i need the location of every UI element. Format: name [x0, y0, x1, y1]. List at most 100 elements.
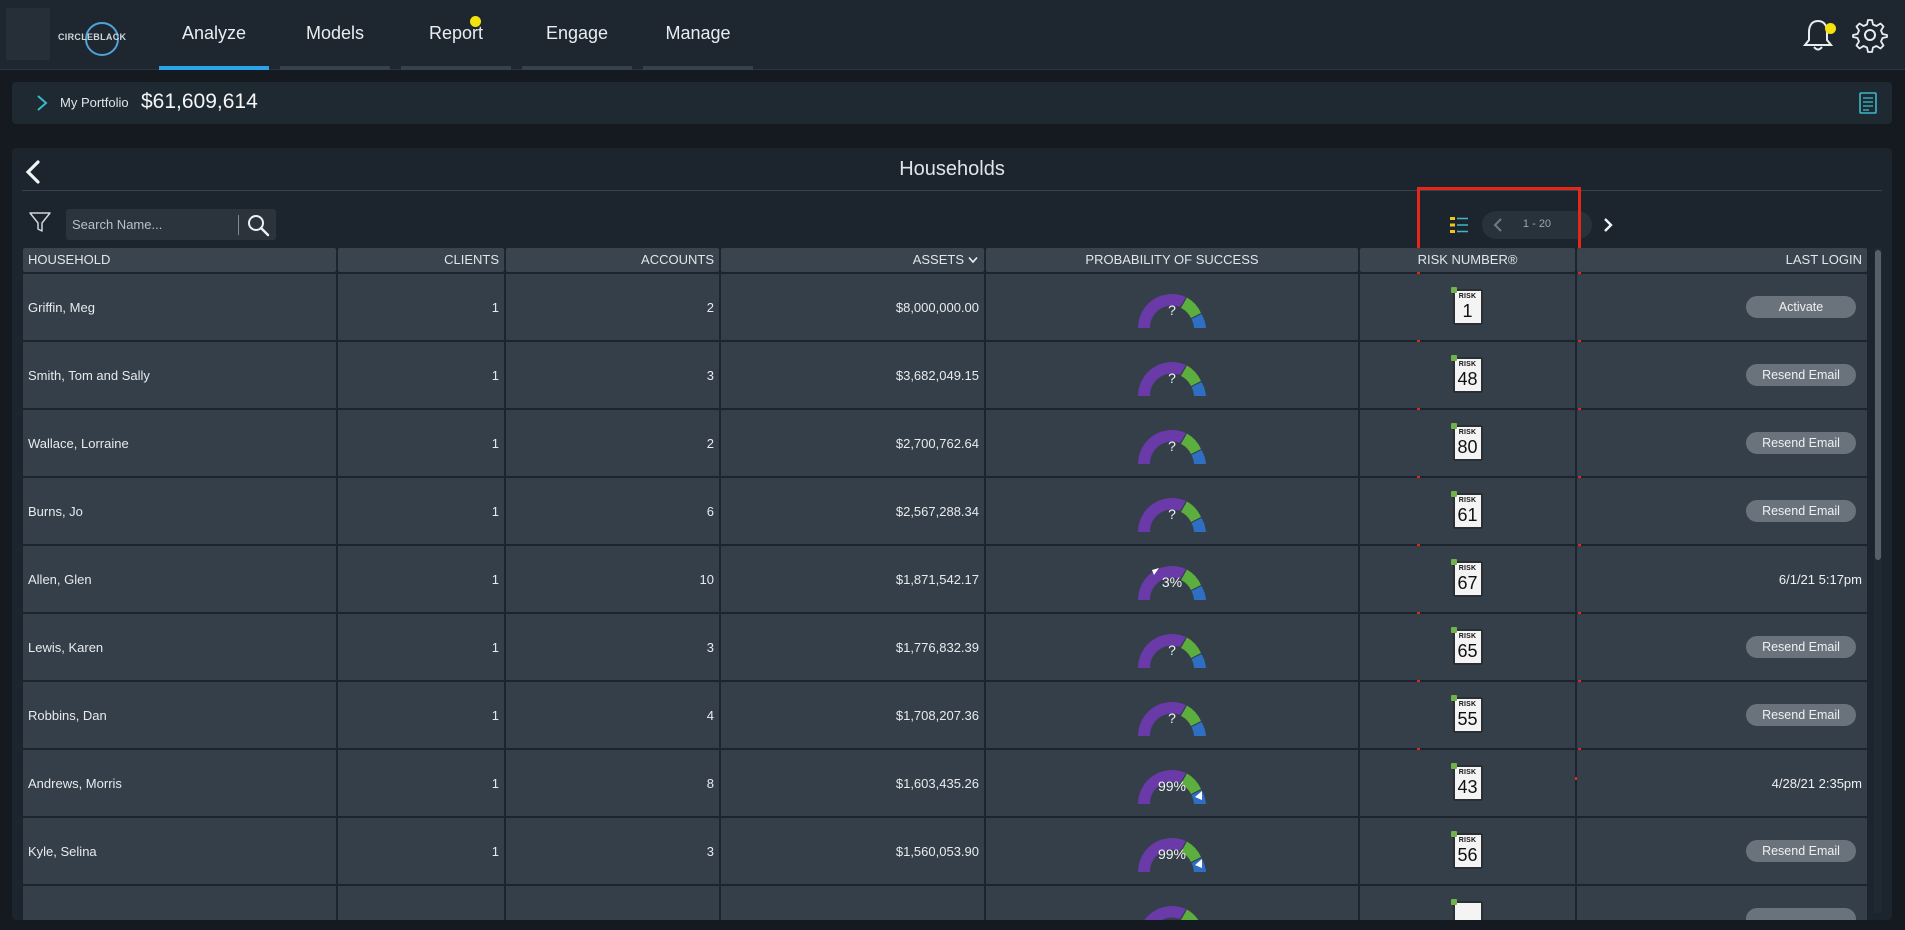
next-page-icon[interactable] — [1600, 216, 1616, 234]
login-action-button[interactable]: Resend Email — [1746, 704, 1856, 726]
household-name[interactable]: Smith, Tom and Sally — [23, 342, 336, 408]
risk-number-badge[interactable]: RISK 55 — [1450, 695, 1483, 733]
top-navigation: CIRCLEBLACK Analyze Models Report Engage… — [0, 0, 1905, 70]
household-name[interactable]: Robbins, Dan — [23, 682, 336, 748]
probability-gauge[interactable]: 3% — [1132, 556, 1212, 602]
table-row[interactable]: Robbins, Dan 1 4 $1,708,207.36 ? RISK 55 — [23, 682, 1880, 748]
table-row[interactable]: Allen, Glen 1 10 $1,871,542.17 3% RISK 6… — [23, 546, 1880, 612]
probability-gauge[interactable]: ? — [1132, 692, 1212, 738]
risk-number-badge[interactable]: RISK 56 — [1450, 831, 1483, 869]
login-action-button[interactable]: Resend Email — [1746, 364, 1856, 386]
probability-value: ? — [1168, 506, 1176, 522]
last-login-cell — [1577, 886, 1867, 920]
column-header-household[interactable]: HOUSEHOLD — [23, 248, 336, 272]
tab-manage[interactable]: Manage — [643, 0, 753, 70]
column-header-accounts[interactable]: ACCOUNTS — [506, 248, 719, 272]
column-header-assets[interactable]: ASSETS — [721, 248, 984, 272]
probability-gauge[interactable]: ? — [1132, 420, 1212, 466]
tab-engage[interactable]: Engage — [522, 0, 632, 70]
household-name[interactable]: Andrews, Morris — [23, 750, 336, 816]
tab-models[interactable]: Models — [280, 0, 390, 70]
table-row[interactable]: Burns, Jo 1 6 $2,567,288.34 ? RISK 61 — [23, 478, 1880, 544]
risk-badge-label: RISK — [1458, 837, 1477, 844]
table-row[interactable]: Andrews, Morris 1 8 $1,603,435.26 99% RI… — [23, 750, 1880, 816]
clients-count: 1 — [338, 614, 504, 680]
table-row[interactable]: Lewis, Karen 1 3 $1,776,832.39 ? RISK 65 — [23, 614, 1880, 680]
household-name[interactable]: Lewis, Karen — [23, 614, 336, 680]
household-name[interactable] — [23, 886, 336, 920]
tab-analyze[interactable]: Analyze — [159, 0, 269, 70]
gear-icon[interactable] — [1852, 17, 1888, 53]
report-document-icon[interactable] — [1858, 91, 1878, 115]
household-name[interactable]: Wallace, Lorraine — [23, 410, 336, 476]
risk-number-badge[interactable]: RISK 1 — [1450, 287, 1483, 325]
login-action-button[interactable]: Resend Email — [1746, 636, 1856, 658]
probability-gauge[interactable]: ? — [1132, 624, 1212, 670]
scrollbar-thumb[interactable] — [1875, 250, 1881, 560]
prev-page-icon[interactable] — [1490, 216, 1506, 234]
login-action-button[interactable]: Resend Email — [1746, 500, 1856, 522]
column-settings-icon[interactable] — [1448, 214, 1470, 236]
assets-value: $1,776,832.39 — [721, 614, 984, 680]
search-icon[interactable] — [246, 213, 270, 237]
assets-value — [721, 886, 984, 920]
risk-number-badge[interactable]: RISK 48 — [1450, 355, 1483, 393]
accounts-count — [506, 886, 719, 920]
accounts-count: 3 — [506, 818, 719, 884]
probability-gauge[interactable]: ? — [1132, 284, 1212, 330]
probability-gauge[interactable]: ? — [1132, 488, 1212, 534]
table-row[interactable]: Griffin, Meg 1 2 $8,000,000.00 ? RISK 1 — [23, 274, 1880, 340]
accounts-count: 2 — [506, 274, 719, 340]
login-action-button[interactable] — [1746, 908, 1856, 920]
bell-icon[interactable] — [1800, 17, 1836, 53]
table-row[interactable] — [23, 886, 1880, 920]
column-header-clients[interactable]: CLIENTS — [338, 248, 504, 272]
probability-cell: 3% — [986, 546, 1358, 612]
probability-gauge[interactable] — [1132, 896, 1212, 920]
clients-count: 1 — [338, 410, 504, 476]
search-input[interactable] — [66, 209, 232, 240]
tab-report[interactable]: Report — [401, 0, 511, 70]
risk-number-badge[interactable]: RISK 80 — [1450, 423, 1483, 461]
risk-badge-label: RISK — [1458, 565, 1477, 572]
vertical-scrollbar[interactable] — [1874, 248, 1882, 913]
probability-gauge[interactable]: ? — [1132, 352, 1212, 398]
risk-number-badge[interactable]: RISK 43 — [1450, 763, 1483, 801]
back-chevron-icon[interactable] — [20, 156, 46, 188]
risk-number-badge[interactable]: RISK 65 — [1450, 627, 1483, 665]
probability-cell: ? — [986, 342, 1358, 408]
household-name[interactable]: Allen, Glen — [23, 546, 336, 612]
probability-gauge[interactable]: 99% — [1132, 828, 1212, 874]
household-name[interactable]: Griffin, Meg — [23, 274, 336, 340]
table-row[interactable]: Kyle, Selina 1 3 $1,560,053.90 99% RISK … — [23, 818, 1880, 884]
probability-cell: 99% — [986, 818, 1358, 884]
probability-gauge[interactable]: 99% — [1132, 760, 1212, 806]
probability-value: ? — [1168, 302, 1176, 318]
tab-report-label: Report — [428, 23, 484, 43]
risk-number-badge[interactable]: RISK 67 — [1450, 559, 1483, 597]
circleblack-logo[interactable]: CIRCLEBLACK — [6, 8, 151, 60]
probability-value: ? — [1168, 710, 1176, 726]
column-header-probability[interactable]: PROBABILITY OF SUCCESS — [986, 248, 1358, 272]
table-header: HOUSEHOLD CLIENTS ACCOUNTS ASSETS PROBAB… — [23, 248, 1880, 272]
risk-number-badge[interactable]: RISK 61 — [1450, 491, 1483, 529]
risk-badge-corner — [1450, 899, 1457, 905]
login-action-button[interactable]: Resend Email — [1746, 432, 1856, 454]
login-action-button[interactable]: Activate — [1746, 296, 1856, 318]
risk-cell: RISK 65 — [1360, 614, 1575, 680]
table-row[interactable]: Smith, Tom and Sally 1 3 $3,682,049.15 ?… — [23, 342, 1880, 408]
login-action-button[interactable]: Resend Email — [1746, 840, 1856, 862]
assets-value: $1,708,207.36 — [721, 682, 984, 748]
risk-cell — [1360, 886, 1575, 920]
table-row[interactable]: Wallace, Lorraine 1 2 $2,700,762.64 ? RI… — [23, 410, 1880, 476]
risk-badge-label: RISK — [1458, 429, 1477, 436]
clients-count: 1 — [338, 478, 504, 544]
last-login-time: 6/1/21 5:17pm — [1778, 571, 1862, 587]
household-name[interactable]: Burns, Jo — [23, 478, 336, 544]
column-header-last-login[interactable]: LAST LOGIN — [1577, 248, 1867, 272]
column-header-risk[interactable]: RISK NUMBER® — [1360, 248, 1575, 272]
household-name[interactable]: Kyle, Selina — [23, 818, 336, 884]
filter-icon[interactable] — [28, 210, 52, 234]
chevron-right-icon[interactable] — [32, 92, 52, 114]
risk-number-badge[interactable] — [1450, 899, 1483, 920]
